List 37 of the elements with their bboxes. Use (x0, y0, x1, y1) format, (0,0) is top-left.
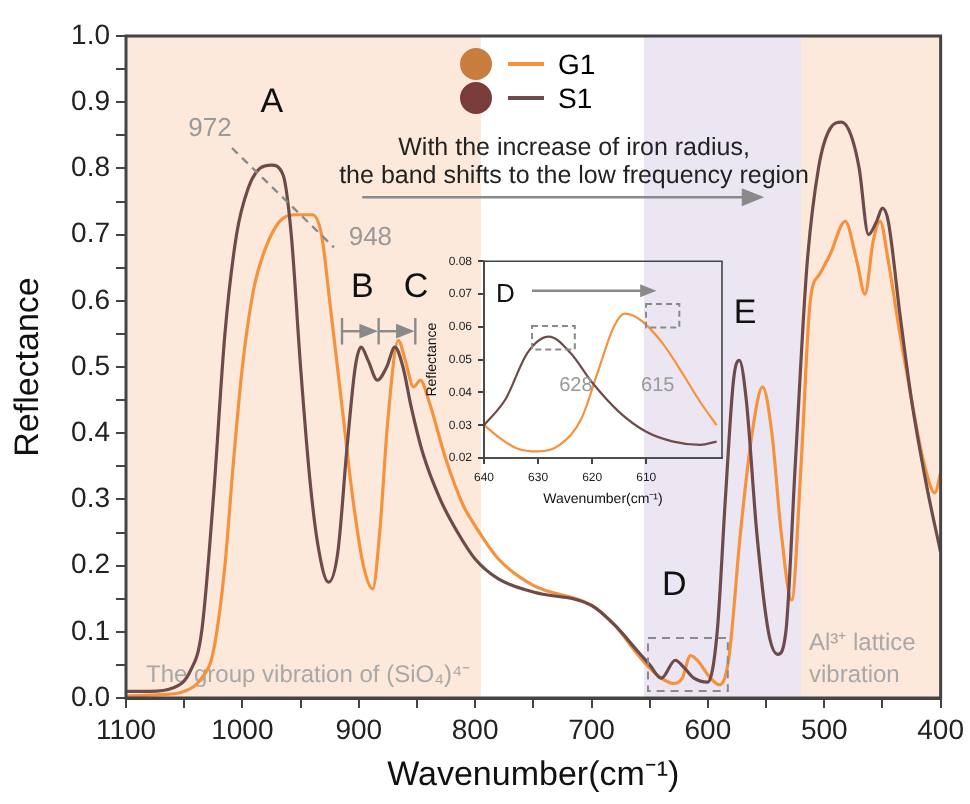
annotation: With the increase of iron radius, the band shifts to the low frequency region (339, 133, 810, 190)
y-tick-label: 1.0 (71, 17, 111, 50)
y-tick-label: 0.0 (71, 679, 111, 712)
x-tick-label: 1000 (211, 712, 274, 745)
legend-label: G1 (558, 47, 596, 79)
annotation: 615 (641, 375, 676, 398)
x-tick-label: 500 (800, 712, 849, 745)
y-tick-label: 0.4 (71, 414, 111, 447)
y-tick-label: 0.8 (71, 150, 111, 183)
x-axis-title: Wavenumber(cm⁻¹) (387, 754, 680, 793)
x-tick-label: 900 (335, 712, 383, 745)
legend-label: S1 (558, 81, 593, 113)
annotation: D (661, 564, 687, 603)
line-series (484, 312, 718, 453)
band-label: Al³⁺ lattice vibration (808, 628, 917, 688)
line-series (126, 120, 941, 693)
x-tick-label: 1100 (95, 712, 157, 745)
x-tick-label: 700 (568, 712, 616, 745)
y-tick-label: 0.2 (71, 547, 111, 580)
annotation: 972 (188, 111, 232, 142)
annotation: 948 (348, 221, 393, 252)
annotation: A (260, 81, 285, 120)
y-tick-label: 0.5 (71, 348, 111, 381)
annotation: B (350, 266, 374, 305)
y-tick-label: 0.6 (71, 282, 111, 315)
x-tick-label: 600 (684, 712, 732, 745)
y-axis-title: Reflectance (7, 277, 46, 457)
x-tick-label: 400 (917, 712, 965, 745)
y-tick-label: 0.7 (71, 216, 111, 249)
y-tick-label: 0.3 (71, 481, 111, 514)
y-tick-label: 0.9 (71, 83, 111, 116)
annotation: E (733, 293, 757, 332)
annotation: C (403, 266, 429, 305)
annotation: 628 (559, 375, 594, 398)
annotation: D (496, 277, 515, 308)
x-tick-label: 800 (451, 712, 499, 745)
y-tick-label: 0.1 (71, 613, 111, 646)
